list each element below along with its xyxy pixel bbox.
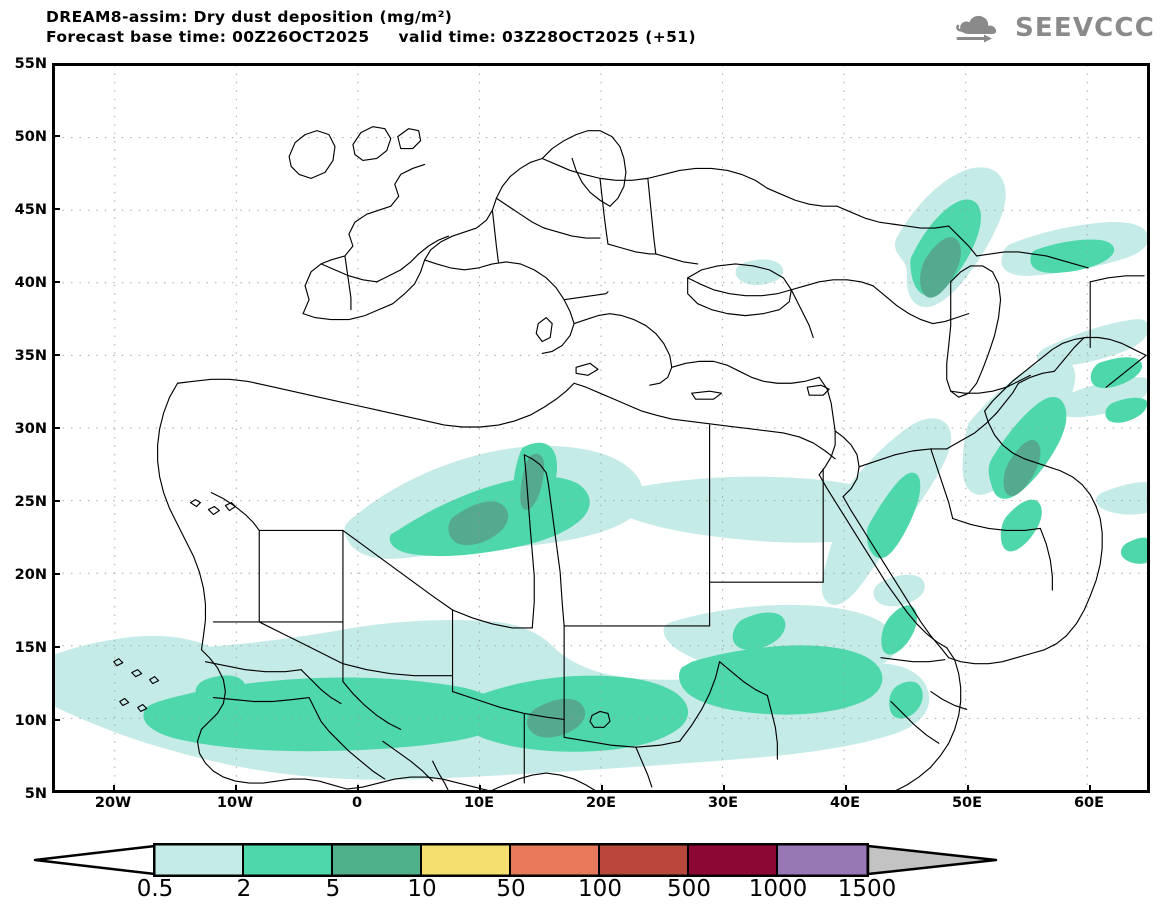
map-plot-area (52, 63, 1150, 793)
ytick-label-10N: 10N (14, 713, 47, 729)
colorbar-cell-2-5 (244, 845, 333, 875)
ytick-label-25N: 25N (14, 494, 47, 510)
colorbar-label-100: 100 (578, 876, 622, 902)
colorbar-label-0p5: 0.5 (136, 876, 174, 902)
title-line-2: Forecast base time: 00Z26OCT2025 valid t… (46, 28, 696, 46)
ytick-label-20N: 20N (14, 567, 47, 583)
seevccc-logo: SEEVCCC (956, 9, 1155, 47)
ytick-label-15N: 15N (14, 640, 47, 656)
xtick-label-40E: 40E (829, 795, 861, 811)
colorbar-cell-50-100 (511, 845, 600, 875)
colorbar-label-500: 500 (667, 876, 711, 902)
ytick-label-35N: 35N (14, 348, 47, 364)
colorbar-cell-500-1000 (689, 845, 778, 875)
colorbar-under-arrow (33, 844, 157, 876)
colorbar-over-arrow (866, 844, 998, 876)
colorbar-cells (155, 845, 867, 875)
colorbar-label-10: 10 (407, 876, 437, 902)
ytick-label-5N: 5N (24, 786, 47, 802)
ytick-label-30N: 30N (14, 421, 47, 437)
chart-header: DREAM8-assim: Dry dust deposition (mg/m²… (0, 0, 1165, 60)
dust-deposition-map (54, 65, 1148, 791)
colorbar-labels: 0.5 2 5 10 50 100 500 1000 1500 (0, 876, 1165, 906)
colorbar-cell-10-50 (422, 845, 511, 875)
colorbar-outline (153, 843, 869, 877)
xtick-label-20E: 20E (585, 795, 617, 811)
colorbar-cell-1000-1500 (778, 845, 867, 875)
xtick-label-50E: 50E (951, 795, 983, 811)
colorbar-cell-0p5-2 (155, 845, 244, 875)
xtick-label-60E: 60E (1073, 795, 1105, 811)
colorbar-label-2: 2 (236, 876, 252, 902)
ytick-label-50N: 50N (14, 129, 47, 145)
xtick-label-20W: 20W (94, 795, 132, 811)
colorbar: 0.5 2 5 10 50 100 500 1000 1500 (0, 840, 1165, 907)
cloud-wind-icon (956, 15, 997, 43)
xtick-label-30E: 30E (707, 795, 739, 811)
colorbar-label-50: 50 (496, 876, 526, 902)
ytick-label-40N: 40N (14, 275, 47, 291)
colorbar-cell-100-500 (600, 845, 689, 875)
colorbar-cell-5-10 (333, 845, 422, 875)
colorbar-label-1000: 1000 (748, 876, 808, 902)
colorbar-label-1500: 1500 (837, 876, 897, 902)
xtick-label-10E: 10E (463, 795, 495, 811)
title-line-1: DREAM8-assim: Dry dust deposition (mg/m²… (46, 8, 453, 26)
coastlines-and-borders (113, 126, 1147, 791)
xtick-label-0: 0 (351, 795, 363, 811)
xtick-label-10W: 10W (216, 795, 254, 811)
ytick-label-55N: 55N (14, 56, 47, 72)
ytick-label-45N: 45N (14, 202, 47, 218)
colorbar-label-5: 5 (325, 876, 341, 902)
logo-text: SEEVCCC (1014, 13, 1155, 43)
